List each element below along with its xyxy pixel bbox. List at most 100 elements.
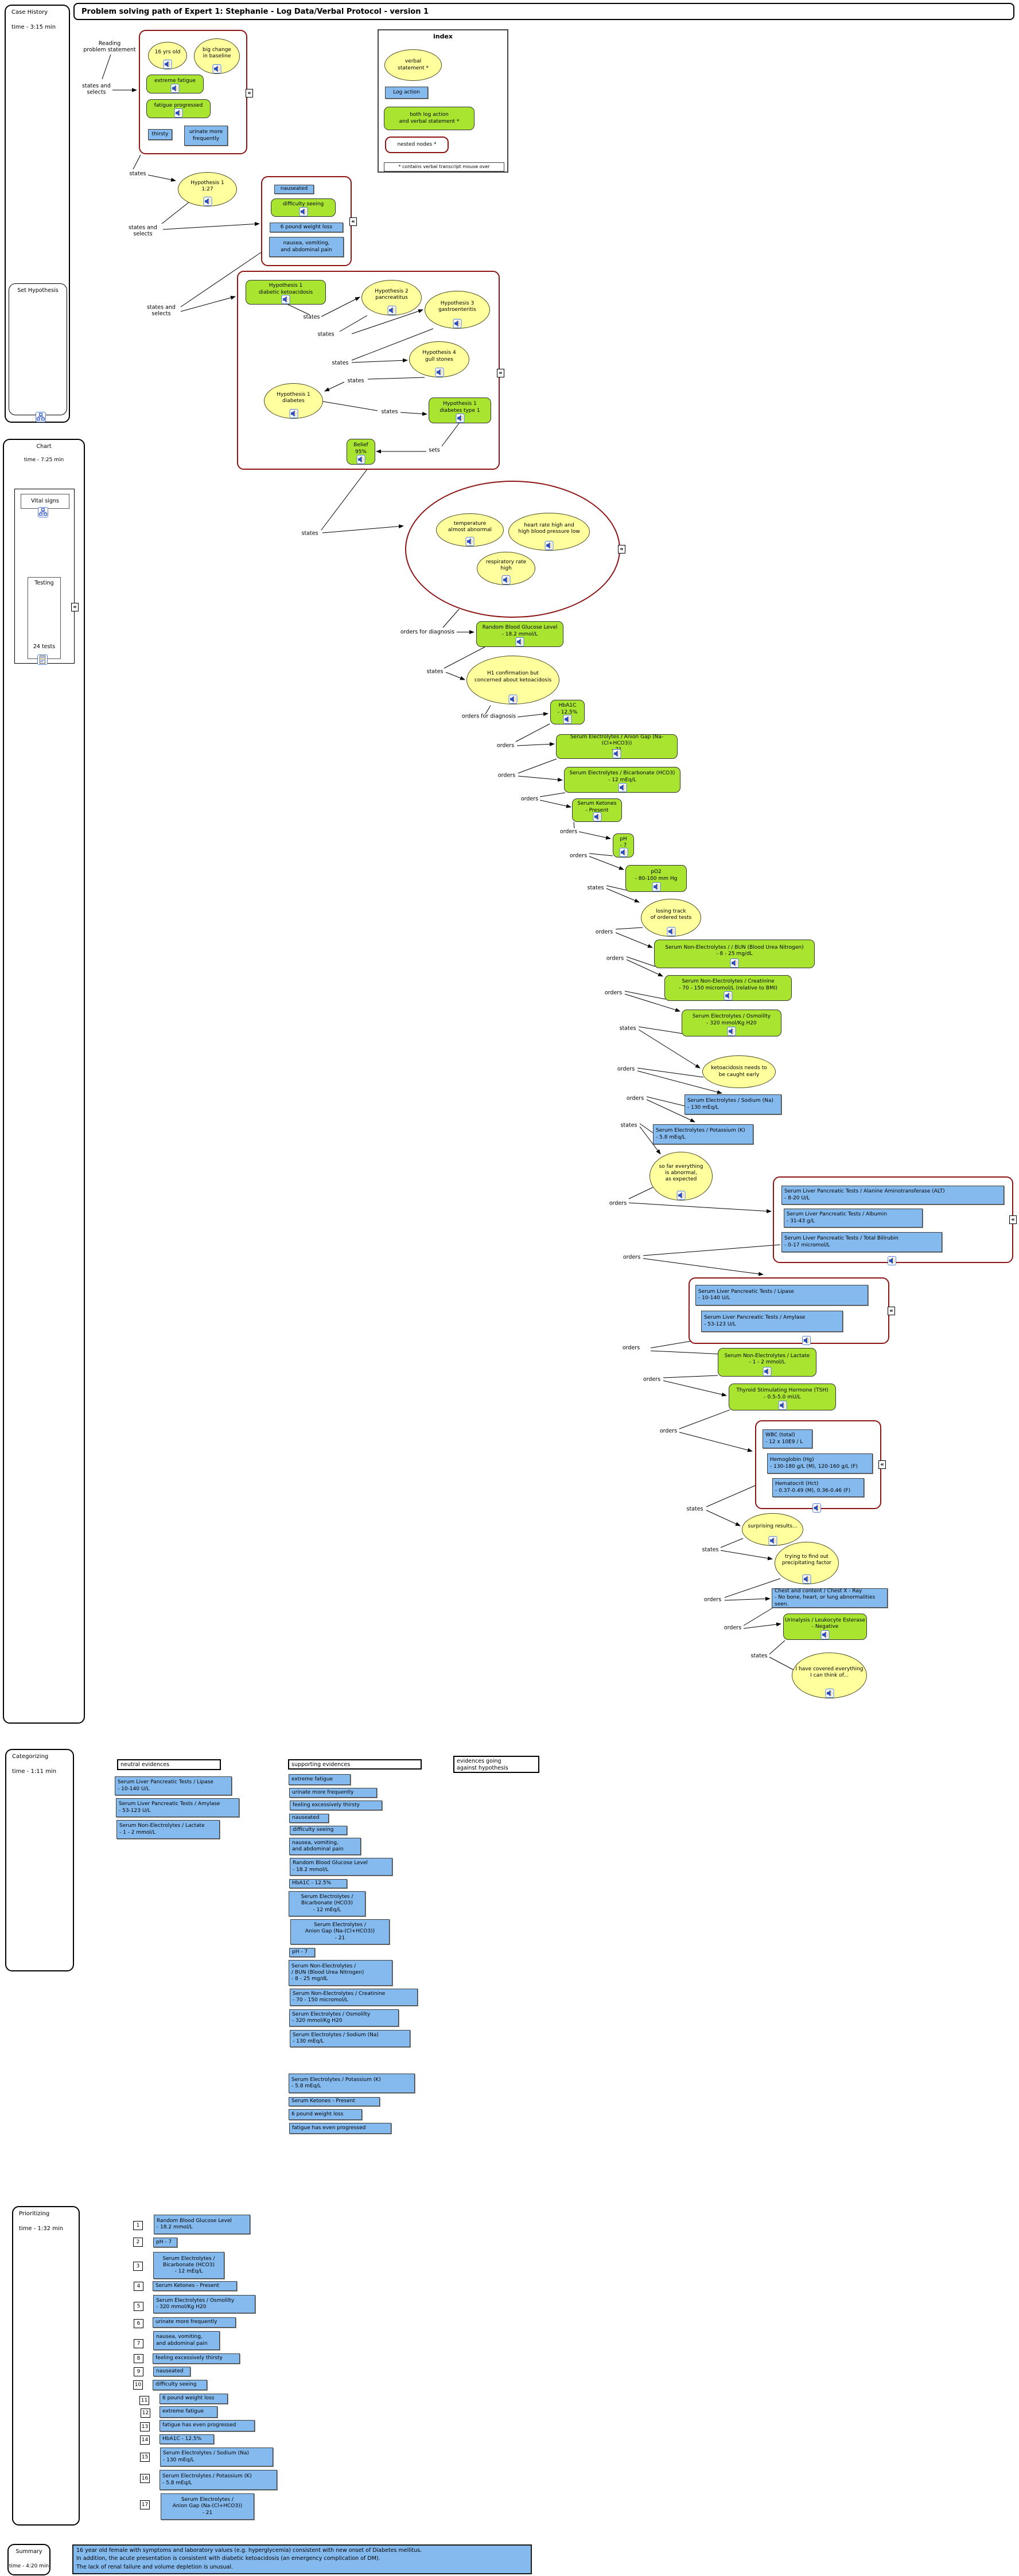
audio-icon[interactable] (888, 1256, 896, 1268)
priority-item[interactable]: 6 pound weight loss (160, 2394, 228, 2404)
audio-icon[interactable] (825, 1688, 834, 1700)
verbal-statement-node[interactable]: ketoacidosis needs to be caught early (702, 1055, 776, 1088)
legend-legend-footnote[interactable]: * contains verbal transcript mouse over (384, 162, 504, 172)
verbal-statement-node[interactable]: Hypothesis 4 gull stones (409, 341, 469, 377)
log-action-node[interactable]: Chest and content / Chest X - Ray - No b… (772, 1588, 888, 1608)
audio-icon[interactable] (768, 1536, 777, 1548)
log-action-node[interactable]: urinate more frequently (184, 126, 228, 146)
log-action-node[interactable]: Serum Liver Pancreatic Tests / Total Bil… (781, 1232, 942, 1252)
log-and-verbal-node[interactable]: Serum Electrolytes / Bicarbonate (HCO3) … (564, 767, 680, 793)
verbal-statement-node[interactable]: temperature almost abnormal (436, 513, 504, 547)
audio-icon[interactable] (778, 1400, 787, 1412)
evidence-item-supporting[interactable]: Serum Non-Electrolytes / Creatinine - 70… (290, 1989, 418, 2006)
audio-icon[interactable] (667, 926, 675, 938)
verbal-statement-node[interactable]: so far everything is abnormal, as expect… (649, 1152, 713, 1201)
audio-icon[interactable] (289, 408, 298, 420)
audio-icon[interactable] (544, 540, 554, 552)
evidence-item-supporting[interactable]: nauseated (289, 1814, 329, 1823)
log-and-verbal-node[interactable]: Serum Non-Electrolytes / Lactate - 1 - 2… (718, 1348, 816, 1377)
log-and-verbal-node[interactable]: Serum Electrolytes / Anion Gap (Na-(Cl+H… (556, 734, 678, 759)
priority-item[interactable]: nauseated (153, 2367, 190, 2376)
audio-icon[interactable] (812, 1503, 821, 1515)
log-and-verbal-node[interactable]: Random Blood Glucose Level - 18.2 mmol/L (476, 621, 563, 647)
log-action-node[interactable]: Serum Liver Pancreatic Tests / Lipase - … (695, 1285, 868, 1305)
audio-icon[interactable] (563, 714, 572, 726)
log-and-verbal-node[interactable]: pO2 - 80-100 mm Hg (625, 865, 687, 892)
audio-icon[interactable] (763, 1366, 772, 1378)
audio-icon[interactable] (163, 59, 172, 71)
collapse-icon[interactable]: « (246, 89, 253, 98)
log-and-verbal-node[interactable]: Hypothesis 1 diabetic ketoacidosis (246, 280, 326, 305)
log-and-verbal-node[interactable]: pH - 7 (613, 833, 634, 858)
log-and-verbal-node[interactable]: Serum Electrolytes / Osmolilty - 320 mmo… (682, 1010, 781, 1036)
log-and-verbal-node[interactable]: Thyroid Stimulating Hormone (TSH) - 0.5-… (729, 1384, 836, 1410)
legend-log-action-node[interactable]: Log action (385, 87, 428, 99)
evidence-item-supporting[interactable]: nausea, vomiting, and abdominal pain (289, 1838, 361, 1855)
priority-item[interactable]: fatigue has even progressed (160, 2420, 255, 2431)
verbal-statement-node[interactable]: I have covered everything I can think of… (792, 1653, 867, 1698)
verbal-statement-node[interactable]: heart rate high and high blood pressure … (508, 513, 590, 551)
priority-item[interactable]: Serum Electrolytes / Bicarbonate (HCO3) … (153, 2252, 224, 2279)
audio-icon[interactable] (619, 847, 628, 859)
priority-item[interactable]: Serum Electrolytes / Osmolilty - 320 mmo… (153, 2295, 255, 2313)
log-and-verbal-node[interactable]: Hypothesis 1 diabetes type 1 (429, 397, 491, 423)
log-action-node[interactable]: Serum Liver Pancreatic Tests / Alanine A… (781, 1186, 1004, 1205)
evidence-item-supporting[interactable]: Serum Electrolytes / Osmolilty - 320 mmo… (289, 2009, 399, 2026)
audio-icon[interactable] (456, 413, 464, 425)
verbal-statement-node[interactable]: surprising results... (742, 1513, 803, 1546)
log-action-node[interactable]: Serum Liver Pancreatic Tests / Amylase -… (701, 1311, 843, 1332)
testing-box[interactable]: Testing 24 tests (28, 577, 61, 659)
collapse-icon[interactable]: « (878, 1460, 886, 1469)
audio-icon[interactable] (593, 812, 601, 824)
log-action-node[interactable]: Hematocrit (Hct) - 0.37-0.49 (M), 0.36-0… (772, 1478, 864, 1497)
legend-verbal-statement-node[interactable]: verbal statement * (384, 49, 442, 81)
evidence-item-supporting[interactable]: 6 pound weight loss (289, 2109, 362, 2120)
collapse-icon[interactable]: « (349, 217, 357, 226)
audio-icon[interactable] (802, 1574, 811, 1586)
audio-icon[interactable] (174, 108, 183, 120)
priority-item[interactable]: Serum Electrolytes / Anion Gap (Na-(Cl+H… (161, 2493, 254, 2520)
verbal-statement-node[interactable]: Hypothesis 2 pancreatitus (361, 280, 422, 315)
priority-item[interactable]: feeling excessively thirsty (153, 2353, 240, 2364)
collapse-icon[interactable]: « (1009, 1215, 1017, 1224)
verbal-statement-node[interactable]: big change in baseline (194, 38, 240, 74)
priority-item[interactable]: Serum Electrolytes / Potassium (K) - 5.8… (160, 2470, 277, 2490)
audio-icon[interactable] (612, 749, 621, 761)
audio-icon[interactable] (435, 367, 444, 379)
evidence-item-neutral[interactable]: Serum Liver Pancreatic Tests / Lipase - … (115, 1776, 232, 1795)
priority-item[interactable]: urinate more frequently (153, 2317, 236, 2328)
hierarchy-icon[interactable] (36, 412, 46, 424)
evidence-item-supporting[interactable]: difficulty seeing (290, 1826, 347, 1835)
audio-icon[interactable] (453, 318, 462, 330)
verbal-statement-node[interactable]: Hypothesis 1 diabetes (264, 383, 323, 419)
evidence-item-supporting[interactable]: HbA1C - 12.5% (289, 1879, 347, 1888)
hierarchy-icon[interactable] (38, 507, 48, 520)
audio-icon[interactable] (820, 1630, 830, 1642)
priority-item[interactable]: difficulty seeing (153, 2380, 207, 2390)
audio-icon[interactable] (618, 782, 627, 794)
verbal-statement-node[interactable]: trying to find out precipitating factor (775, 1542, 839, 1584)
evidence-item-supporting[interactable]: feeling excessively thirsty (290, 1801, 382, 1810)
audio-icon[interactable] (356, 454, 365, 466)
log-action-node[interactable]: Hemoglobin (Hg) - 130-180 g/L (M), 120-1… (767, 1453, 873, 1474)
priority-item[interactable]: Serum Electrolytes / Sodium (Na) - 130 m… (160, 2448, 273, 2466)
audio-icon[interactable] (508, 694, 518, 706)
evidence-item-supporting[interactable]: Random Blood Glucose Level - 18.2 mmol/L (290, 1858, 392, 1876)
log-and-verbal-node[interactable]: HbA1C - 12.5% (550, 700, 585, 724)
collapse-icon[interactable]: « (888, 1307, 895, 1315)
log-and-verbal-node[interactable]: extreme fatigue (146, 75, 204, 93)
verbal-statement-node[interactable]: 16 yrs old (148, 42, 187, 69)
log-action-node[interactable]: WBC (total) - 12 x 10E9 / L (763, 1429, 812, 1448)
collapse-icon[interactable]: « (71, 603, 79, 611)
priority-item[interactable]: Random Blood Glucose Level - 18.2 mmol/L (154, 2215, 250, 2234)
audio-icon[interactable] (387, 305, 396, 317)
collapse-icon[interactable]: « (618, 545, 625, 554)
evidence-item-supporting[interactable]: Serum Electrolytes / Sodium (Na) - 130 m… (290, 2030, 410, 2047)
log-action-node[interactable]: nausea, vomiting, and abdominal pain (269, 237, 344, 257)
priority-item[interactable]: pH - 7 (153, 2238, 177, 2247)
audio-icon[interactable] (802, 1336, 811, 1347)
evidence-item-supporting[interactable]: Serum Electrolytes / Potassium (K) - 5.8… (289, 2074, 415, 2093)
audio-icon[interactable] (515, 637, 524, 649)
evidence-item-supporting[interactable]: fatigue has even progressed (289, 2123, 391, 2134)
log-and-verbal-node[interactable]: Urinalysis / Leukocyte Esterase - Negati… (783, 1614, 867, 1640)
